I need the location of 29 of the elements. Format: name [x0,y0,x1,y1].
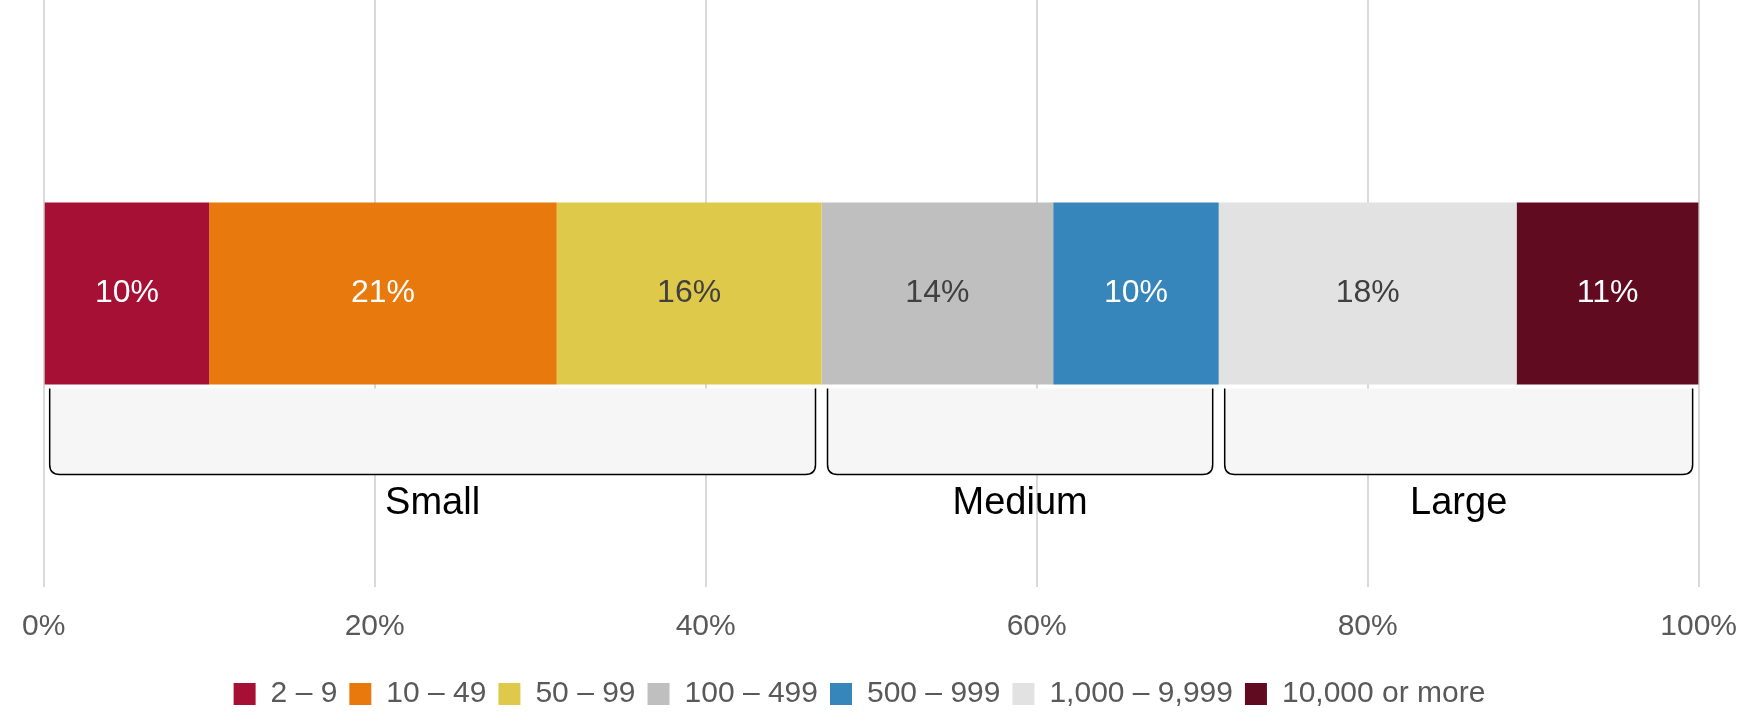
x-tick-label: 100% [1660,608,1737,642]
legend-label: 10,000 or more [1281,675,1486,709]
x-tick-label: 80% [1337,608,1398,642]
bar [1053,202,1219,385]
legend-label: 500 – 999 [866,675,1001,709]
x-tick-label: 40% [675,608,736,642]
bar [209,202,557,385]
band-label: Medium [952,480,1088,523]
data-label: 10% [94,273,159,310]
band-label: Large [1410,480,1508,523]
data-label: 21% [350,273,415,310]
x-tick-label: 0% [22,608,66,642]
legend-label: 1,000 – 9,999 [1049,675,1233,709]
legend-label: 100 – 499 [684,675,818,709]
legend-label: 50 – 99 [535,675,636,709]
bar [821,202,1054,385]
data-label: 11% [1576,273,1639,310]
data-label: 14% [905,273,970,310]
data-label: 10% [1103,273,1168,310]
legend-label: 10 – 49 [386,675,487,709]
bar [1516,202,1699,385]
bar [44,202,210,385]
x-tick-label: 60% [1006,608,1067,642]
bar [556,202,822,385]
legend-label: 2 – 9 [270,675,338,709]
data-label: 16% [657,273,722,310]
band-label: Small [385,480,481,523]
data-label: 18% [1335,273,1400,310]
x-tick-label: 20% [344,608,405,642]
